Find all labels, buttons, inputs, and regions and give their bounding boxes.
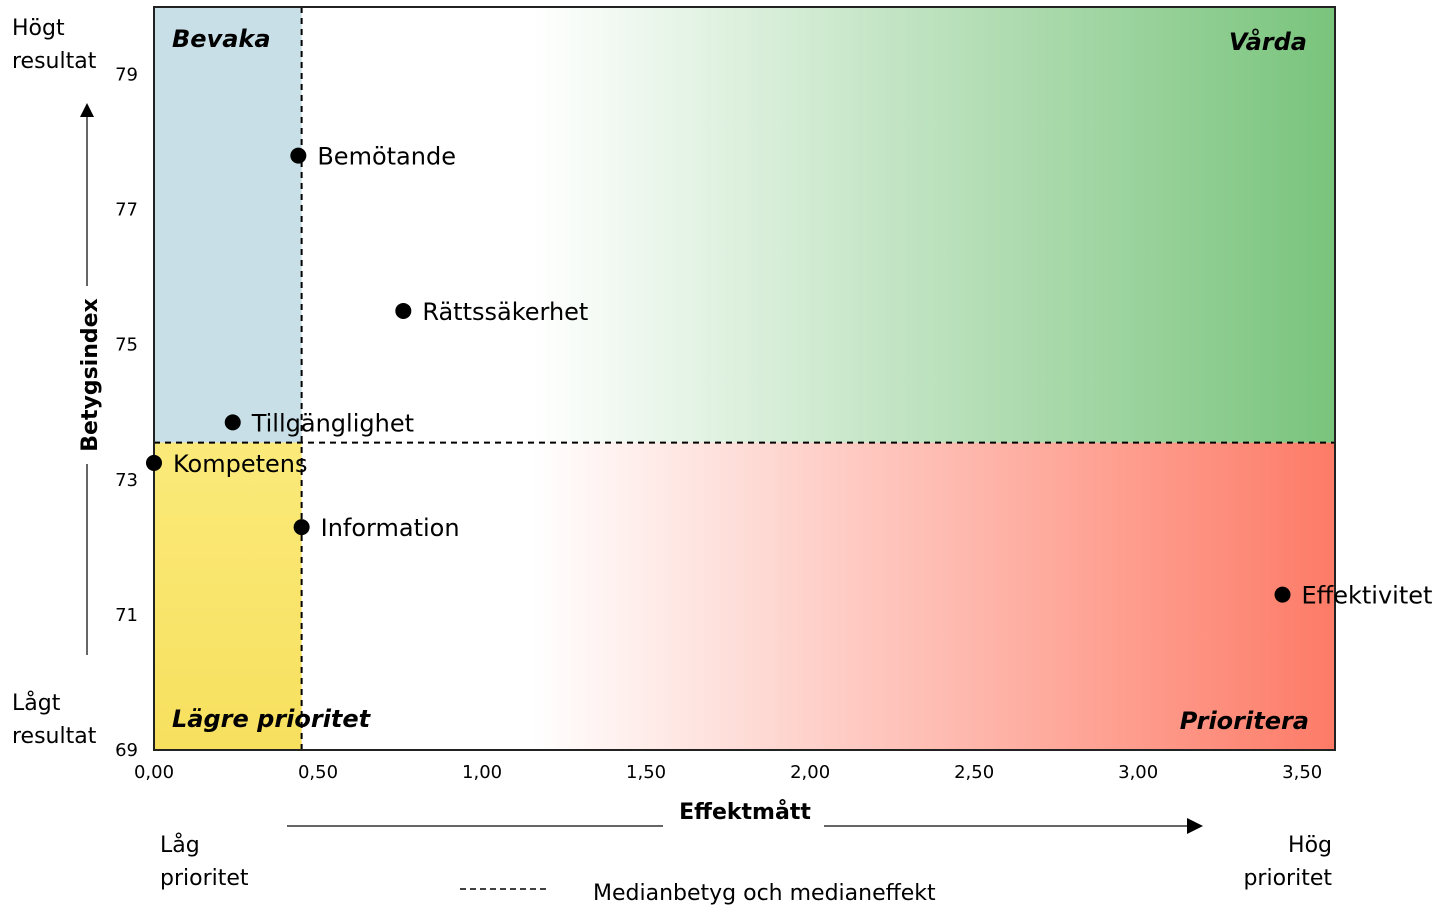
x-axis-high-label-line2: prioritet [1243, 866, 1332, 891]
x-tick-label: 3,00 [1118, 762, 1158, 783]
x-axis-high-label-line1: Hög [1288, 833, 1332, 858]
x-tick-label: 0,00 [134, 762, 174, 783]
data-point-marker [293, 519, 310, 536]
x-tick-labels: 0,00 0,50 1,00 1,50 2,00 2,50 3,00 3,50 [134, 762, 1322, 783]
y-tick-labels: 69 71 73 75 77 79 [115, 65, 138, 761]
legend-label: Medianbetyg och medianeffekt [593, 881, 936, 906]
data-point-marker [395, 302, 412, 319]
y-tick-label: 71 [115, 605, 138, 626]
x-tick-label: 0,50 [298, 762, 338, 783]
quadrant-maintain-bg [154, 7, 1335, 443]
quadrant-prioritize-bg [154, 442, 1335, 750]
data-point-label: Kompetens [173, 450, 308, 478]
x-tick-label: 1,50 [626, 762, 666, 783]
y-axis-arrow-head [80, 103, 94, 117]
y-axis-title: Betygsindex [78, 298, 103, 451]
data-point-label: Rättssäkerhet [422, 298, 588, 326]
data-point-marker [224, 414, 241, 431]
quadrant-low-priority-bg [154, 442, 302, 750]
y-axis-high-label-line1: Högt [12, 16, 65, 41]
x-tick-label: 1,00 [462, 762, 502, 783]
x-axis-title: Effektmått [679, 799, 811, 825]
quadrant-title-prioritize: Prioritera [1180, 707, 1309, 735]
y-tick-label: 75 [115, 335, 138, 356]
y-tick-label: 77 [115, 200, 138, 221]
data-point-marker [290, 147, 307, 164]
y-axis-high-label-line2: resultat [12, 49, 97, 74]
quadrant-title-watch: Bevaka [172, 25, 271, 53]
x-tick-label: 2,00 [790, 762, 830, 783]
data-points: Bemötande Rättssäkerhet Tillgänglighet Komp… [146, 143, 1432, 610]
data-point-label: Tillgänglighet [251, 409, 414, 437]
plot-frame [153, 6, 1336, 751]
data-point-marker [1274, 586, 1291, 603]
x-axis-low-label-line1: Låg [160, 832, 200, 858]
y-axis-low-label-line2: resultat [12, 724, 97, 749]
quadrant-title-low-priority: Lägre prioritet [172, 705, 372, 733]
quadrant-watch-bg [154, 7, 302, 443]
data-point-label: Effektivitet [1302, 582, 1433, 610]
x-axis-low-label-line2: prioritet [160, 866, 249, 891]
quadrant-title-maintain: Vårda [1229, 27, 1307, 56]
y-tick-label: 79 [115, 65, 138, 86]
y-axis-low-label-line1: Lågt [12, 690, 61, 716]
x-axis-arrow-head [1187, 818, 1203, 834]
data-point-marker [146, 454, 162, 471]
x-tick-label: 2,50 [954, 762, 994, 783]
data-point-label: Information [321, 514, 460, 542]
x-tick-label: 3,50 [1282, 762, 1322, 783]
y-tick-label: 73 [115, 470, 138, 491]
data-point-label: Bemötande [317, 143, 456, 171]
y-tick-label: 69 [115, 740, 138, 761]
